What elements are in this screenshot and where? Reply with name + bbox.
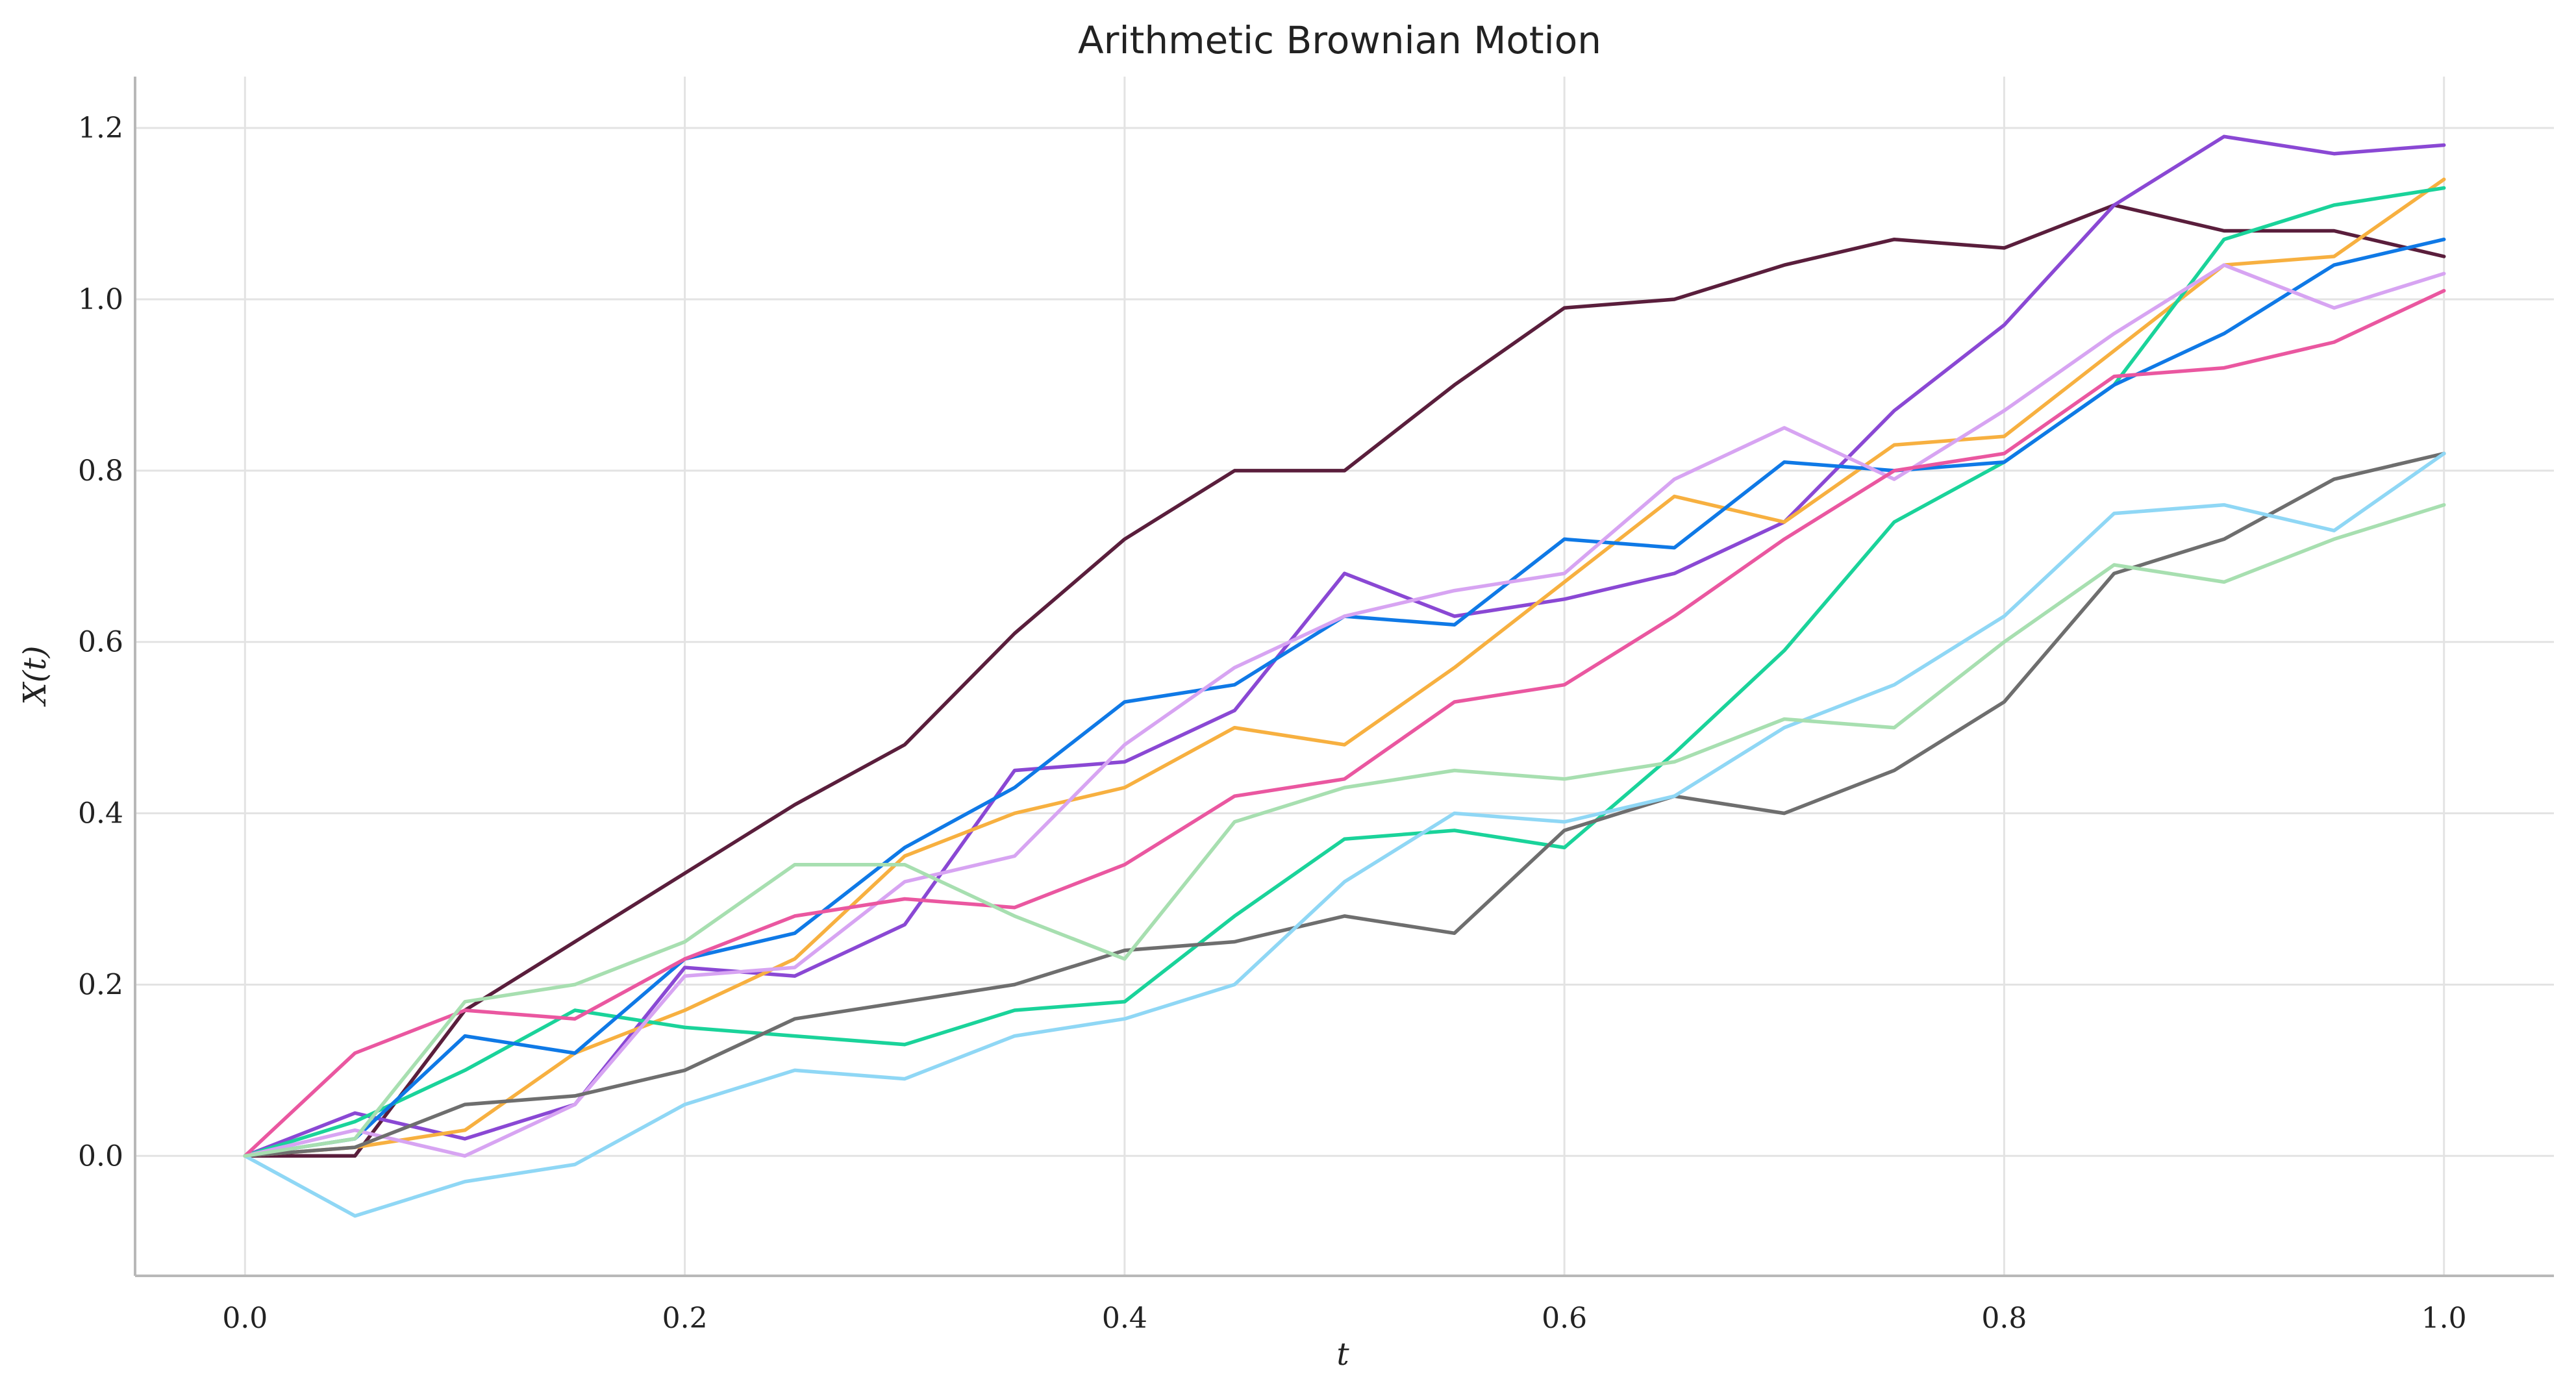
x-axis-label: t bbox=[1336, 1336, 1349, 1373]
series-line-8 bbox=[243, 451, 2446, 1158]
series-line-9 bbox=[243, 451, 2446, 1218]
axes bbox=[134, 77, 2554, 1277]
x-tick-label: 0.8 bbox=[1981, 1302, 2027, 1335]
x-tick-label: 0.6 bbox=[1542, 1302, 1587, 1335]
y-tick-label: 0.0 bbox=[78, 1139, 123, 1173]
x-tick-label: 0.4 bbox=[1102, 1302, 1147, 1335]
series-group bbox=[243, 134, 2446, 1218]
grid bbox=[135, 77, 2554, 1276]
y-tick-label: 0.6 bbox=[78, 626, 123, 659]
y-tick-label: 1.2 bbox=[78, 112, 123, 145]
x-tick-label: 0.2 bbox=[662, 1302, 708, 1335]
series-line-2 bbox=[243, 134, 2446, 1158]
tick-labels: 0.0 0.2 0.4 0.6 0.8 1.0 0.0 0.2 0.4 0.6 0.8 1.0 1.2 bbox=[78, 112, 2467, 1335]
y-tick-label: 0.2 bbox=[78, 968, 123, 1001]
series-line-10 bbox=[243, 503, 2446, 1158]
series-line-6 bbox=[243, 263, 2446, 1158]
y-tick-label: 1.0 bbox=[78, 283, 123, 316]
series-line-7 bbox=[243, 289, 2446, 1158]
x-tick-label: 1.0 bbox=[2421, 1302, 2467, 1335]
series-line-3 bbox=[243, 177, 2446, 1158]
series-line-1 bbox=[243, 203, 2446, 1158]
chart-title: Arithmetic Brownian Motion bbox=[1078, 18, 1601, 62]
y-tick-label: 0.4 bbox=[78, 797, 123, 830]
y-tick-label: 0.8 bbox=[78, 454, 123, 488]
x-tick-label: 0.0 bbox=[222, 1302, 268, 1335]
y-axis-label: X(t) bbox=[17, 646, 53, 708]
